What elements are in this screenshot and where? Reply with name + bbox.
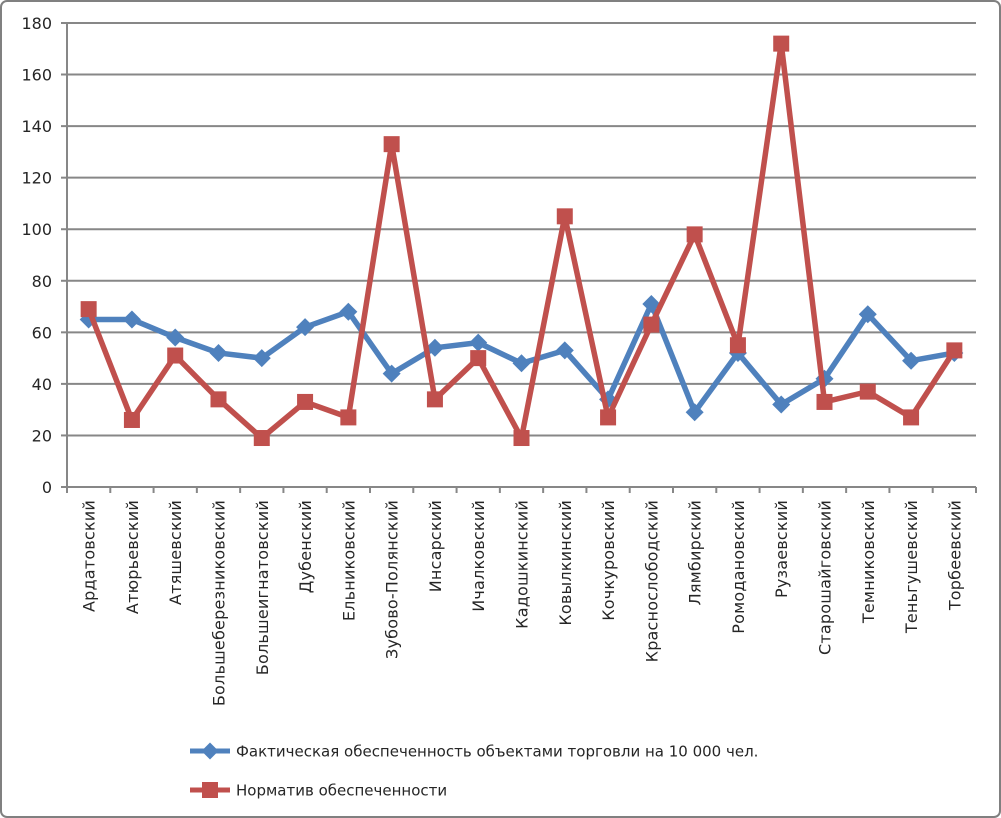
y-tick-label: 40 [32, 375, 52, 394]
series-1-marker-square [340, 409, 357, 426]
series-1-marker-square [556, 208, 573, 225]
x-category-label: Дубенский [296, 500, 315, 593]
series-1-marker-square [470, 350, 487, 367]
x-category-label: Большеигнатовский [253, 500, 272, 675]
x-category-label: Теньгушевский [902, 500, 921, 634]
series-1-marker-square [946, 342, 963, 359]
series-0-marker-diamond [425, 338, 444, 357]
series-0-marker-diamond [555, 341, 574, 360]
series-0-marker-diamond [642, 294, 661, 313]
series-0-marker-diamond [209, 343, 228, 362]
series-1-marker-square [643, 316, 660, 333]
series-1-marker-square [903, 409, 920, 426]
x-category-label: Атяшевский [166, 500, 185, 605]
series-1-marker-square [210, 391, 227, 408]
series-1-marker-square [686, 226, 703, 243]
series-1-marker-square [253, 430, 270, 447]
legend-1-marker-square [202, 782, 218, 798]
series-0-marker-diamond [166, 328, 185, 347]
series-0-marker-diamond [902, 351, 921, 370]
series-1-marker-square [167, 347, 184, 364]
series-0-marker-diamond [122, 310, 141, 329]
y-tick-label: 180 [21, 14, 52, 33]
series-1-marker-square [297, 393, 314, 410]
x-category-label: Ичалковский [469, 500, 488, 612]
series-1-marker-square [859, 383, 876, 400]
x-category-label: Рузаевский [772, 500, 791, 598]
x-category-label: Ардатовский [80, 500, 99, 612]
series-0-marker-diamond [296, 318, 315, 337]
x-category-label: Краснослободский [642, 500, 661, 662]
y-tick-label: 100 [21, 220, 52, 239]
x-category-label: Ельниковский [339, 500, 358, 621]
y-tick-label: 80 [32, 272, 52, 291]
legend-0-marker-diamond [201, 742, 219, 760]
x-category-label: Темниковский [859, 500, 878, 624]
y-tick-label: 60 [32, 323, 52, 342]
series-1-marker-square [513, 430, 530, 447]
legend-1-label: Норматив обеспеченности [236, 782, 447, 800]
x-category-label: Зубово-Полянский [383, 500, 402, 659]
x-category-label: Ковылкинский [556, 500, 575, 626]
x-category-label: Ромодановский [729, 500, 748, 634]
series-0-marker-diamond [469, 333, 488, 352]
y-tick-label: 0 [42, 478, 52, 497]
series-0-marker-diamond [858, 305, 877, 324]
y-tick-label: 140 [21, 117, 52, 136]
x-category-label: Кадошкинский [513, 500, 532, 629]
x-category-label: Инсарский [426, 500, 445, 592]
y-tick-label: 160 [21, 66, 52, 85]
series-0-marker-diamond [339, 302, 358, 321]
y-tick-label: 120 [21, 169, 52, 188]
x-category-label: Старошайговский [816, 500, 835, 655]
series-0-marker-diamond [685, 403, 704, 422]
series-1-marker-square [816, 393, 833, 410]
series-0-marker-diamond [512, 354, 531, 373]
series-0-marker-diamond [772, 395, 791, 414]
x-category-label: Торбеевский [945, 500, 964, 611]
series-1-marker-square [123, 411, 140, 428]
x-category-label: Лямбирский [686, 500, 705, 605]
x-category-label: Кочкуровский [599, 500, 618, 621]
series-1-marker-square [729, 337, 746, 354]
series-1-marker-square [426, 391, 443, 408]
series-1-marker-square [773, 35, 790, 52]
y-tick-label: 20 [32, 426, 52, 445]
series-1-marker-square [80, 301, 97, 318]
series-1-marker-square [383, 136, 400, 153]
series-0-marker-diamond [382, 364, 401, 383]
legend-0-label: Фактическая обеспеченность объектами тор… [236, 743, 758, 761]
series-1-marker-square [600, 409, 617, 426]
x-category-label: Большеберезниковский [210, 500, 229, 706]
x-category-label: Атюрьевский [123, 500, 142, 614]
